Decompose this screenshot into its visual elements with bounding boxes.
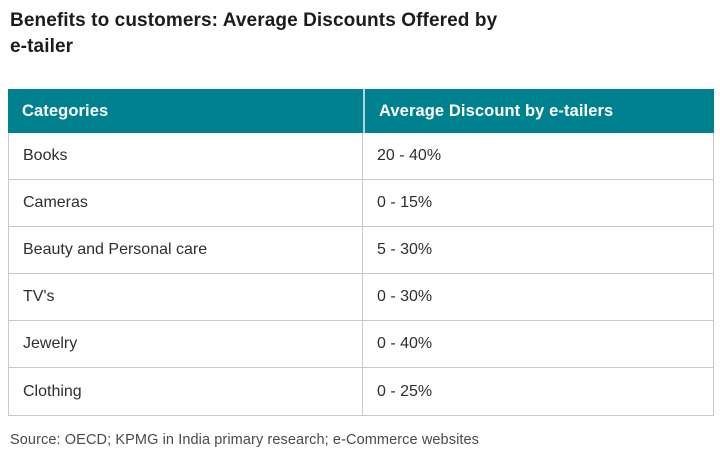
cell-discount: 0 - 30%	[377, 288, 433, 305]
cell-discount: 5 - 30%	[377, 241, 433, 258]
table-row: Jewelry 0 - 40%	[9, 321, 713, 368]
page-title-line2: e-tailer	[10, 35, 74, 57]
cell-discount: 0 - 15%	[377, 194, 433, 211]
discounts-table: Categories Average Discount by e-tailers…	[8, 89, 714, 416]
table-row: TV's 0 - 30%	[9, 274, 713, 321]
table-row: Beauty and Personal care 5 - 30%	[9, 227, 713, 274]
cell-category: Jewelry	[9, 321, 363, 367]
page-title-line1: Benefits to customers: Average Discounts…	[10, 10, 498, 31]
cell-discount: 20 - 40%	[377, 147, 442, 164]
cell-category: Cameras	[9, 180, 363, 226]
header-cell-categories: Categories	[22, 101, 109, 120]
header-cell-average-discount: Average Discount by e-tailers	[363, 89, 714, 133]
cell-category: TV's	[9, 274, 363, 320]
table-row: Books 20 - 40%	[9, 133, 713, 180]
table-header-row: Categories Average Discount by e-tailers	[8, 89, 714, 133]
cell-discount: 0 - 25%	[377, 382, 433, 400]
cell-discount: 0 - 40%	[377, 335, 433, 352]
source-note: Source: OECD; KPMG in India primary rese…	[10, 432, 480, 448]
cell-category: Books	[9, 133, 363, 179]
cell-category: Clothing	[9, 368, 363, 415]
table-body: Books 20 - 40% Cameras 0 - 15% Beauty an…	[8, 133, 714, 416]
table-row: Clothing 0 - 25%	[9, 368, 713, 415]
table-row: Cameras 0 - 15%	[9, 180, 713, 227]
page-title: Benefits to customers: Average Discounts…	[10, 8, 700, 59]
cell-category: Beauty and Personal care	[9, 227, 363, 273]
